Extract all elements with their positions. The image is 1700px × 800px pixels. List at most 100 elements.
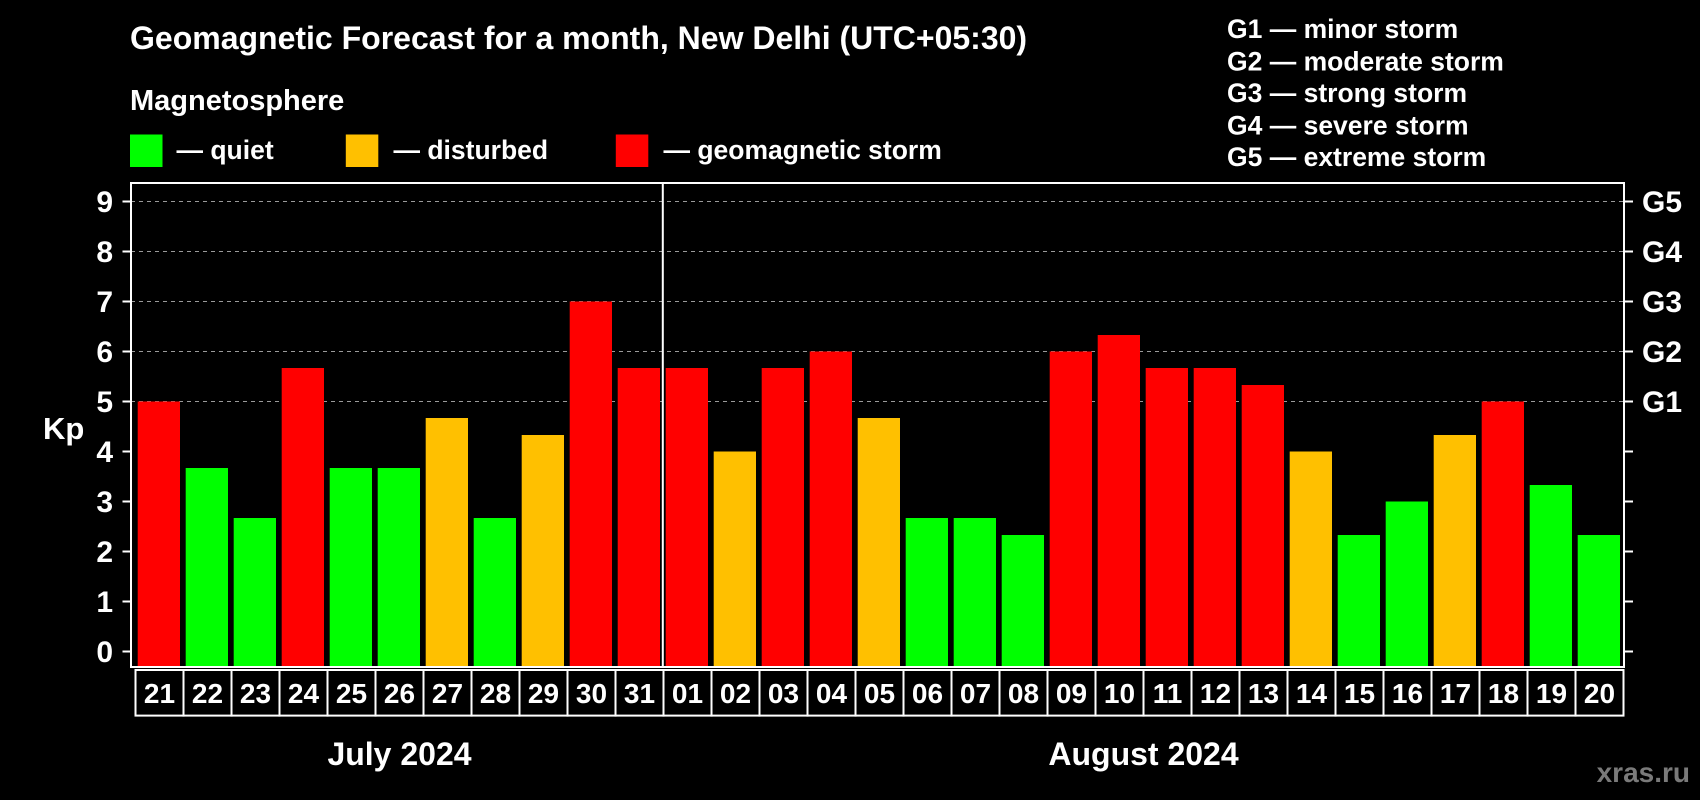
day-label: 24 <box>288 678 320 709</box>
y-tick-label: 9 <box>96 186 113 219</box>
kp-bar <box>713 451 756 667</box>
day-label: 10 <box>1104 678 1135 709</box>
legend-label-disturbed: — disturbed <box>394 135 549 165</box>
storm-scale-g4: G4 — severe storm <box>1227 111 1469 141</box>
kp-bar <box>1289 451 1332 667</box>
kp-bar <box>1481 401 1524 667</box>
kp-bar <box>185 468 228 667</box>
kp-bar <box>1193 368 1236 667</box>
storm-scale-legend: G1 — minor storm G2 — moderate storm G3 … <box>1227 14 1504 172</box>
kp-bar <box>377 468 420 667</box>
legend-item-disturbed: — disturbed <box>345 134 549 167</box>
day-label-box <box>1574 669 1625 717</box>
day-label: 18 <box>1488 678 1519 709</box>
y-tick-label: 0 <box>96 636 113 669</box>
kp-bar <box>617 368 660 667</box>
day-label: 05 <box>864 678 895 709</box>
legend-label-quiet: — quiet <box>177 135 274 165</box>
storm-scale-g1: G1 — minor storm <box>1227 14 1458 44</box>
day-label: 12 <box>1200 678 1231 709</box>
kp-bar <box>1145 368 1188 667</box>
watermark: xras.ru <box>1597 757 1690 788</box>
day-label: 09 <box>1056 678 1087 709</box>
y-axis-label: Kp <box>43 411 84 446</box>
y-tick-label: 2 <box>96 536 113 569</box>
kp-bar <box>665 368 708 667</box>
kp-bar <box>1577 535 1620 667</box>
day-label: 01 <box>672 678 703 709</box>
kp-bar <box>1049 351 1092 667</box>
kp-bar <box>137 401 180 667</box>
chart-title: Geomagnetic Forecast for a month, New De… <box>130 20 1027 56</box>
plot-frame <box>130 182 1625 668</box>
day-label: 15 <box>1344 678 1375 709</box>
day-label: 29 <box>528 678 559 709</box>
legend-item-geomagnetic-storm: — geomagnetic storm <box>615 134 942 167</box>
day-label: 25 <box>336 678 367 709</box>
kp-bar <box>1337 535 1380 667</box>
day-label: 27 <box>432 678 463 709</box>
kp-bar <box>473 518 516 667</box>
day-label: 07 <box>960 678 991 709</box>
y-tick-label: 6 <box>96 336 113 369</box>
y-tick-label: 5 <box>96 386 113 419</box>
day-label: 06 <box>912 678 943 709</box>
day-label: 02 <box>720 678 751 709</box>
kp-bar <box>233 518 276 667</box>
day-label: 21 <box>144 678 175 709</box>
legend-label-geomagnetic-storm: — geomagnetic storm <box>664 135 942 165</box>
day-label: 23 <box>240 678 271 709</box>
y2-tick-label: G1 <box>1642 386 1682 419</box>
legend-item-quiet: — quiet <box>130 134 274 167</box>
kp-bar <box>1433 435 1476 667</box>
day-label: 08 <box>1008 678 1039 709</box>
day-label: 16 <box>1392 678 1423 709</box>
day-label: 17 <box>1440 678 1471 709</box>
kp-bar <box>905 518 948 667</box>
kp-bar <box>857 418 900 667</box>
y-tick-label: 4 <box>96 436 113 469</box>
y-tick-label: 8 <box>96 236 113 269</box>
kp-bar <box>329 468 372 667</box>
legend-swatch-quiet <box>130 134 163 167</box>
day-label: 04 <box>816 678 848 709</box>
day-label: 28 <box>480 678 511 709</box>
y-tick-label: 3 <box>96 486 113 519</box>
day-label: 14 <box>1296 678 1328 709</box>
kp-bar <box>1097 335 1140 667</box>
storm-scale-g2: G2 — moderate storm <box>1227 47 1504 77</box>
y2-tick-label: G2 <box>1642 336 1682 369</box>
kp-bar <box>281 368 324 667</box>
month-label: August 2024 <box>1048 736 1238 772</box>
kp-bar <box>569 301 612 667</box>
day-label: 26 <box>384 678 415 709</box>
day-label: 22 <box>192 678 223 709</box>
y2-tick-label: G4 <box>1642 236 1682 269</box>
kp-bar <box>1385 501 1428 667</box>
day-label: 13 <box>1248 678 1279 709</box>
kp-bar <box>1529 485 1572 667</box>
day-label: 31 <box>624 678 655 709</box>
y-tick-label: 1 <box>96 586 113 619</box>
day-label: 20 <box>1584 678 1615 709</box>
kp-bar <box>425 418 468 667</box>
y2-tick-label: G3 <box>1642 286 1682 319</box>
kp-bar <box>953 518 996 667</box>
storm-scale-g5: G5 — extreme storm <box>1227 142 1486 172</box>
day-label: 19 <box>1536 678 1567 709</box>
legend-swatch-disturbed <box>345 134 379 167</box>
month-label: July 2024 <box>327 736 471 772</box>
day-label: 30 <box>576 678 607 709</box>
y-tick-label: 7 <box>96 286 113 319</box>
kp-bar <box>1241 385 1284 667</box>
day-label: 03 <box>768 678 799 709</box>
kp-bar <box>809 351 852 667</box>
kp-bar <box>1001 535 1044 667</box>
legend-swatch-geomagnetic-storm <box>615 134 649 167</box>
legend-heading: Magnetosphere <box>130 85 344 117</box>
kp-bar <box>761 368 804 667</box>
storm-scale-g3: G3 — strong storm <box>1227 78 1467 108</box>
y2-tick-label: G5 <box>1642 186 1682 219</box>
